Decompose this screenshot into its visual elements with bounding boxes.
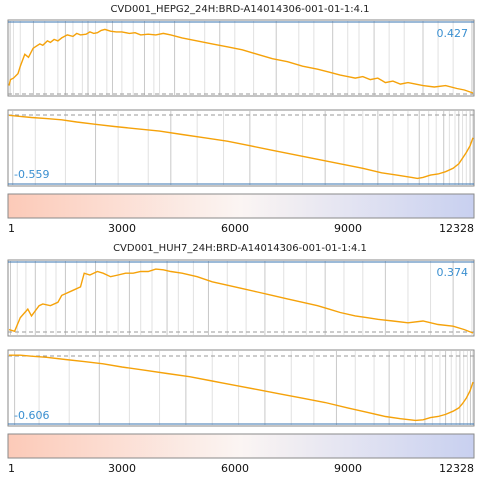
- x-tick-label: 3000: [108, 222, 136, 235]
- running-es-line: [8, 28, 474, 94]
- x-tick-label: 6000: [221, 462, 249, 475]
- es-value-label: 0.427: [437, 27, 469, 40]
- es-value-label: 0.374: [437, 266, 469, 279]
- x-tick-label: 12328: [439, 462, 474, 475]
- es-value-label: -0.606: [14, 409, 49, 422]
- hit-markers: [9, 261, 473, 335]
- x-tick-label: 12328: [439, 222, 474, 235]
- panel-frame: [7, 19, 475, 97]
- panel-frame: [7, 259, 475, 337]
- x-axis-ticks-2: 1 3000 6000 9000 12328: [8, 462, 474, 475]
- panel-frame: [7, 109, 475, 187]
- chart-title-1: CVD001_HEPG2_24H:BRD-A14014306-001-01-1:…: [110, 4, 369, 15]
- rank-color-bar: [7, 193, 475, 219]
- es-value-label: -0.559: [14, 168, 49, 181]
- x-axis-ticks-1: 1 3000 6000 9000 12328: [8, 222, 474, 235]
- enrichment-panel-down-2: -0.606: [7, 349, 475, 427]
- x-tick-label: 1: [8, 462, 15, 475]
- x-tick-label: 3000: [108, 462, 136, 475]
- x-tick-label: 9000: [334, 222, 362, 235]
- running-es-line: [8, 114, 474, 180]
- chart-title-2: CVD001_HUH7_24H:BRD-A14014306-001-01-1:4…: [113, 243, 367, 254]
- rank-color-bar: [7, 433, 475, 459]
- x-tick-label: 9000: [334, 462, 362, 475]
- enrichment-panel-up-2: 0.374: [7, 259, 475, 337]
- x-tick-label: 6000: [221, 222, 249, 235]
- enrichment-panel-down-1: -0.559: [7, 109, 475, 187]
- running-es-line: [8, 268, 474, 334]
- running-es-line: [9, 354, 474, 422]
- panel-frame: [7, 349, 475, 427]
- hit-markers: [12, 111, 474, 185]
- x-tick-label: 1: [8, 222, 15, 235]
- enrichment-panel-up-1: 0.427: [7, 19, 475, 97]
